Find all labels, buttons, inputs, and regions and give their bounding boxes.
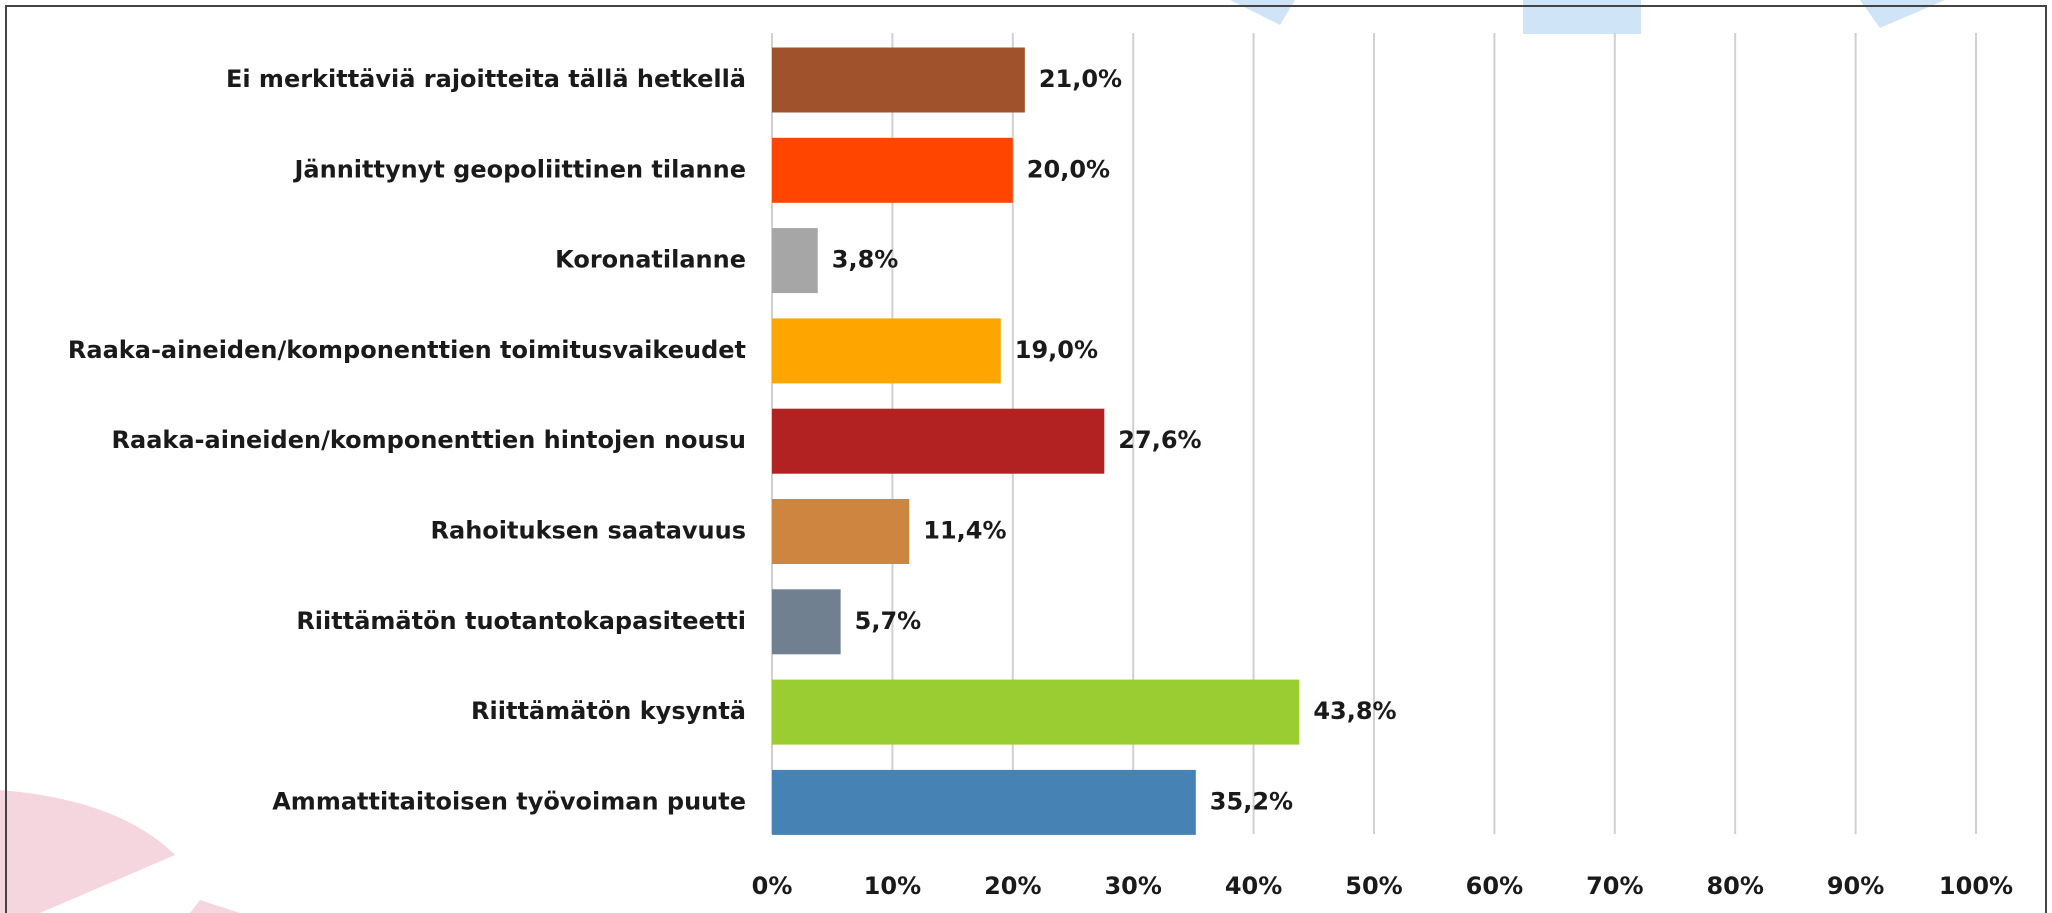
x-tick-label: 40%	[1225, 872, 1282, 900]
x-tick-label: 50%	[1345, 872, 1402, 900]
data-label: 3,8%	[832, 246, 899, 274]
y-tick-label: Riittämätön tuotantokapasiteetti	[296, 607, 746, 635]
y-tick-label: Koronatilanne	[555, 246, 746, 274]
x-tick-label: 10%	[864, 872, 921, 900]
x-tick-label: 100%	[1939, 872, 2013, 900]
y-tick-label: Raaka-aineiden/komponenttien toimitusvai…	[68, 336, 746, 364]
x-tick-label: 90%	[1827, 872, 1884, 900]
data-label: 35,2%	[1210, 787, 1293, 815]
y-tick-label: Jännittynyt geopoliittinen tilanne	[292, 155, 746, 183]
x-tick-label: 20%	[984, 872, 1041, 900]
x-tick-label: 30%	[1104, 872, 1161, 900]
data-label: 11,4%	[923, 517, 1006, 545]
bar	[772, 589, 841, 655]
bar	[772, 137, 1013, 203]
data-label: 21,0%	[1039, 65, 1122, 93]
x-tick-label: 0%	[752, 872, 793, 900]
y-tick-label: Ammattitaitoisen työvoiman puute	[272, 787, 746, 815]
data-label: 5,7%	[855, 607, 922, 635]
bar	[772, 408, 1105, 474]
x-tick-label: 60%	[1466, 872, 1523, 900]
y-tick-label: Rahoituksen saatavuus	[431, 517, 746, 545]
y-tick-label: Riittämätön kysyntä	[471, 697, 746, 725]
data-label: 27,6%	[1118, 426, 1201, 454]
bar	[772, 228, 818, 294]
bar	[772, 47, 1025, 113]
data-label: 20,0%	[1027, 155, 1110, 183]
data-label: 43,8%	[1313, 697, 1396, 725]
y-tick-label: Raaka-aineiden/komponenttien hintojen no…	[112, 426, 746, 454]
x-tick-label: 80%	[1706, 872, 1763, 900]
bar	[772, 769, 1196, 835]
data-label: 19,0%	[1015, 336, 1098, 364]
bar	[772, 499, 910, 564]
x-tick-label: 70%	[1586, 872, 1643, 900]
frame	[5, 5, 2047, 913]
bar	[772, 318, 1001, 384]
bar	[772, 679, 1300, 745]
y-tick-label: Ei merkittäviä rajoitteita tällä hetkell…	[226, 65, 746, 93]
